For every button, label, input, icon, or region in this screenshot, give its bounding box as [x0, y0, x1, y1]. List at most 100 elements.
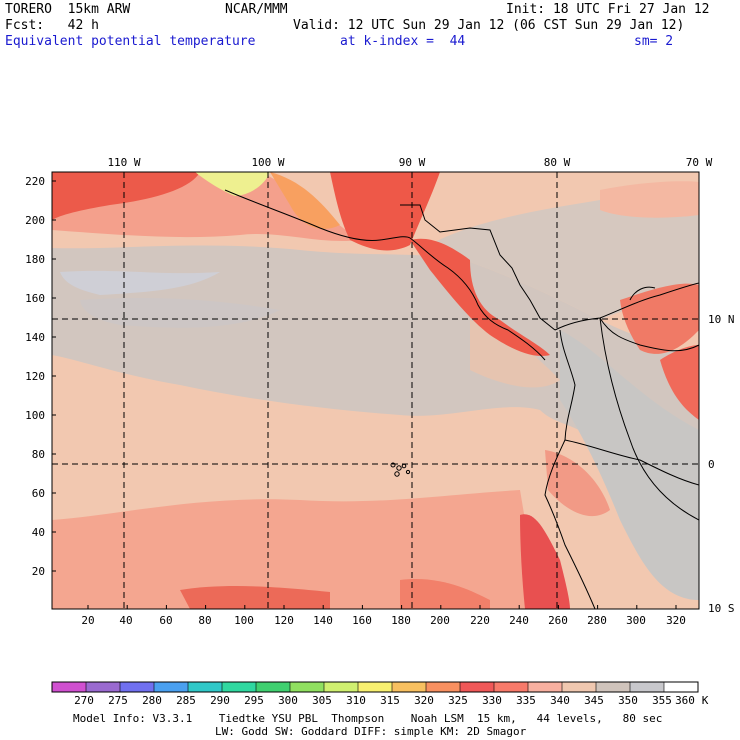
y-tick-label: 40	[32, 526, 45, 539]
colorbar-swatch	[664, 682, 699, 692]
forecast-hour: Fcst: 42 h	[5, 18, 99, 33]
lat-label-10n: 10 N	[708, 313, 735, 326]
lon-label-100w: 100 W	[251, 156, 284, 169]
colorbar-label: 285	[176, 694, 196, 707]
colorbar-label: 280	[142, 694, 162, 707]
colorbar-label: 330	[482, 694, 502, 707]
lighter-patch	[60, 270, 220, 295]
y-tick-label: 80	[32, 448, 45, 461]
andes-gray	[560, 330, 699, 600]
colorbar-label: 275	[108, 694, 128, 707]
level-label: at k-index = 44	[340, 34, 466, 49]
x-tick-label: 100	[234, 614, 254, 627]
x-tick-label: 200	[430, 614, 450, 627]
central-america-red	[410, 238, 550, 356]
lon-label-90w: 90 W	[399, 156, 426, 169]
colorbar-label: 290	[210, 694, 230, 707]
x-tick-label: 140	[313, 614, 333, 627]
x-tick-label: 80	[198, 614, 211, 627]
x-tick-label: 160	[352, 614, 372, 627]
x-tick-label: 20	[81, 614, 94, 627]
colorbar-label: 355	[652, 694, 672, 707]
colorbar-swatch	[630, 682, 665, 692]
colorbar-label: 300	[278, 694, 298, 707]
x-tick-label: 220	[470, 614, 490, 627]
colorbar-swatch	[290, 682, 325, 692]
lon-label-110w: 110 W	[107, 156, 140, 169]
lat-label-10s: 10 S	[708, 602, 735, 615]
colorbar-swatch	[52, 682, 87, 692]
y-tick-label: 100	[25, 409, 45, 422]
y-tick-label: 220	[25, 175, 45, 188]
colorbar-label: 340	[550, 694, 570, 707]
x-tick-label: 280	[587, 614, 607, 627]
model-info-line1: Model Info: V3.3.1 Tiedtke YSU PBL Thomp…	[73, 712, 663, 725]
lon-label-70w: 70 W	[686, 156, 713, 169]
colorbar-swatch	[562, 682, 597, 692]
colorbar-label: 295	[244, 694, 264, 707]
temperature-field	[52, 172, 699, 609]
valid-time: Valid: 12 UTC Sun 29 Jan 12 (06 CST Sun …	[293, 18, 685, 33]
map-frame	[51, 171, 700, 610]
top-lon-labels: 110 W 100 W 90 W 80 W 70 W	[107, 156, 712, 169]
colorbar-label: 310	[346, 694, 366, 707]
colorbar-label: 320	[414, 694, 434, 707]
y-tick-label: 160	[25, 292, 45, 305]
x-tick-label: 320	[666, 614, 686, 627]
right-lat-labels: 10 N 0 10 S	[708, 313, 735, 615]
colorbar-swatch	[324, 682, 359, 692]
colorbar-swatch	[188, 682, 223, 692]
x-tick-label: 120	[274, 614, 294, 627]
y-tick-labels: 220 200 180 160 140 120 100 80 60 40 20	[25, 175, 45, 578]
colorbar-label: 270	[74, 694, 94, 707]
colorbar-label: 305	[312, 694, 332, 707]
y-tick-label: 20	[32, 565, 45, 578]
colorbar-label: 360	[675, 694, 695, 707]
y-tick-label: 120	[25, 370, 45, 383]
colorbar-swatch	[460, 682, 495, 692]
colorbar-swatch	[120, 682, 155, 692]
colorbar-label: 315	[380, 694, 400, 707]
model-info-line2: LW: Godd SW: Goddard DIFF: simple KM: 2D…	[215, 725, 527, 738]
colorbar-label: 325	[448, 694, 468, 707]
colorbar-swatch	[222, 682, 257, 692]
mexico-red	[330, 172, 440, 251]
y-tick-label: 140	[25, 331, 45, 344]
center-label: NCAR/MMM	[225, 2, 288, 17]
y-tick-label: 60	[32, 487, 45, 500]
colorbar-swatch	[358, 682, 393, 692]
colorbar-swatch	[392, 682, 427, 692]
colorbar-swatch	[86, 682, 121, 692]
colorbar-label: 345	[584, 694, 604, 707]
y-tick-label: 200	[25, 214, 45, 227]
x-tick-label: 180	[391, 614, 411, 627]
colorbar-swatch	[596, 682, 631, 692]
colorbar-label: 350	[618, 694, 638, 707]
colorbar	[52, 682, 699, 692]
grid-lines	[52, 172, 699, 609]
colorbar-swatch	[494, 682, 529, 692]
x-tick-label: 300	[626, 614, 646, 627]
model-title: TORERO 15km ARW	[5, 2, 131, 17]
coastlines	[224, 189, 699, 609]
init-time: Init: 18 UTC Fri 27 Jan 12	[506, 2, 710, 17]
x-tick-label: 260	[548, 614, 568, 627]
smoothing-label: sm= 2	[634, 34, 674, 49]
x-tick-labels: 20 40 60 80 100 120 140 160 180 200 220 …	[81, 614, 686, 627]
colorbar-swatch	[256, 682, 291, 692]
lon-label-80w: 80 W	[544, 156, 571, 169]
colorbar-frame	[51, 681, 699, 693]
colorbar-swatch	[528, 682, 563, 692]
y-tick-label: 180	[25, 253, 45, 266]
field-name: Equivalent potential temperature	[5, 34, 256, 49]
x-tick-label: 40	[119, 614, 132, 627]
lat-label-0: 0	[708, 458, 715, 471]
warm-yellow-patch	[195, 172, 270, 196]
tick-marks	[52, 180, 677, 609]
x-tick-label: 240	[509, 614, 529, 627]
colorbar-label: 335	[516, 694, 536, 707]
colorbar-unit: K	[701, 694, 709, 707]
x-tick-label: 60	[159, 614, 172, 627]
colorbar-swatch	[154, 682, 189, 692]
